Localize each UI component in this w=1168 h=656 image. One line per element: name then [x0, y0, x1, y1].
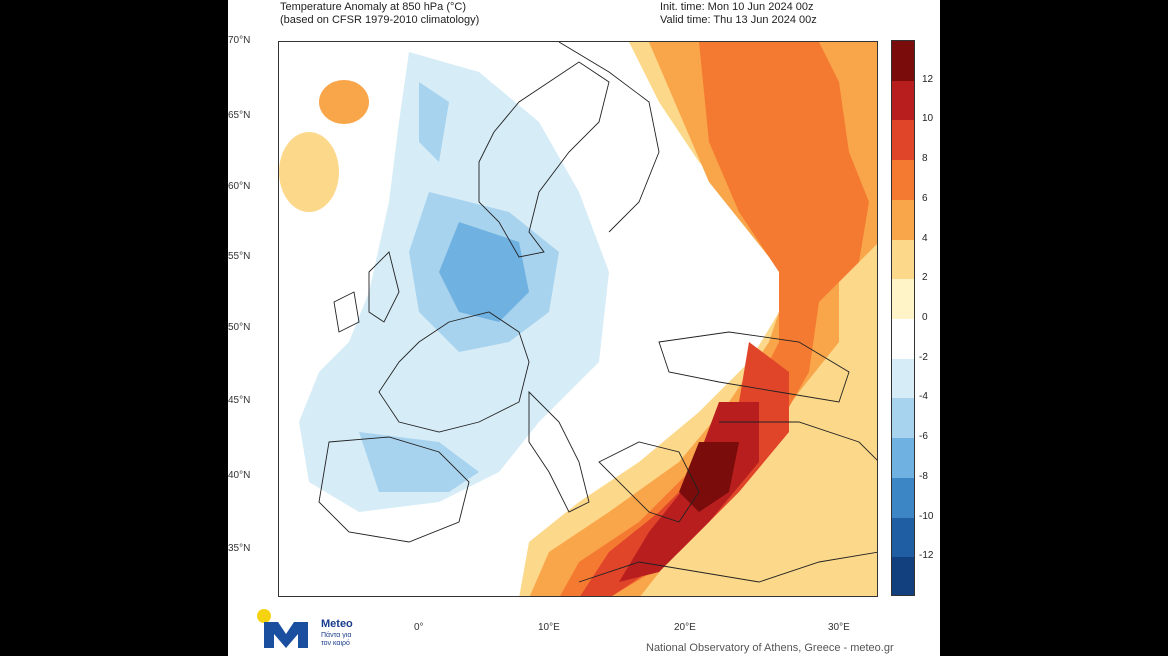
colorbar-segment	[892, 358, 914, 400]
colorbar-label: 10	[922, 113, 934, 125]
colorbar	[891, 40, 915, 596]
lon-label-30e: 30°E	[828, 622, 850, 633]
lat-label-60n: 60°N	[228, 181, 251, 192]
lat-label-35n: 35°N	[228, 543, 251, 554]
colorbar-label: 2	[922, 272, 928, 284]
colorbar-segment	[892, 41, 914, 82]
lat-label-65n: 65°N	[228, 110, 251, 121]
logo-tagline-1: Πάντα για	[321, 632, 352, 639]
colorbar-label: -2	[919, 351, 928, 363]
lat-label-40n: 40°N	[228, 470, 251, 481]
anomaly-field	[279, 42, 877, 596]
colorbar-segment	[892, 160, 914, 201]
temperature-anomaly-map	[278, 41, 878, 597]
colorbar-segment	[892, 398, 914, 440]
colorbar-segment	[892, 477, 914, 519]
colorbar-segment	[892, 120, 914, 162]
colorbar-label: -4	[919, 391, 928, 403]
colorbar-label: 6	[922, 192, 928, 204]
lon-label-0: 0°	[414, 622, 424, 633]
lon-label-20e: 20°E	[674, 622, 696, 633]
colorbar-label: -6	[919, 431, 928, 443]
colorbar-label: 4	[922, 232, 928, 244]
lat-label-55n: 55°N	[228, 251, 251, 262]
colorbar-label: 0	[922, 312, 928, 323]
valid-time: Valid time: Thu 13 Jun 2024 00z	[660, 14, 817, 26]
colorbar-label: 8	[922, 153, 928, 165]
colorbar-label: -8	[919, 470, 928, 482]
lon-label-10e: 10°E	[538, 622, 560, 633]
colorbar-label: 12	[922, 73, 934, 85]
init-time: Init. time: Mon 10 Jun 2024 00z	[660, 1, 814, 13]
colorbar-segment	[892, 438, 914, 479]
colorbar-segment	[892, 517, 914, 559]
colorbar-segment	[892, 319, 914, 360]
colorbar-segment	[892, 557, 914, 595]
colorbar-segment	[892, 199, 914, 241]
colorbar-label: -12	[919, 550, 934, 562]
logo-name: Meteo	[321, 618, 353, 630]
footer-credit: National Observatory of Athens, Greece -…	[646, 642, 894, 654]
colorbar-segment	[892, 80, 914, 122]
colorbar-segment	[892, 239, 914, 281]
lat-label-50n: 50°N	[228, 322, 251, 333]
lat-label-70n: 70°N	[228, 35, 251, 46]
map-subtitle: (based on CFSR 1979-2010 climatology)	[280, 14, 480, 26]
map-panel: Temperature Anomaly at 850 hPa (°C) (bas…	[228, 0, 940, 656]
lat-label-45n: 45°N	[228, 395, 251, 406]
map-title: Temperature Anomaly at 850 hPa (°C)	[280, 1, 466, 13]
colorbar-segment	[892, 279, 914, 320]
colorbar-label: -10	[919, 510, 934, 522]
logo-tagline-2: τον καιρό	[321, 640, 350, 647]
